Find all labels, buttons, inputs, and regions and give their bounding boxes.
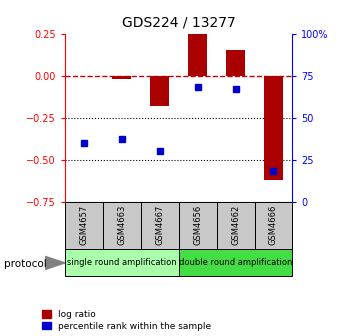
Bar [264, 76, 283, 180]
Text: GSM4667: GSM4667 [155, 205, 164, 245]
Bar [179, 202, 217, 249]
Bar [226, 50, 245, 76]
Text: GSM4662: GSM4662 [231, 205, 240, 245]
Bar [65, 249, 179, 276]
Text: GSM4663: GSM4663 [117, 205, 126, 245]
Bar [188, 34, 207, 76]
Text: GSM4656: GSM4656 [193, 205, 202, 245]
Bar [217, 202, 255, 249]
Text: GSM4666: GSM4666 [269, 205, 278, 245]
Bar [103, 202, 141, 249]
Text: GSM4657: GSM4657 [79, 205, 88, 245]
Title: GDS224 / 13277: GDS224 / 13277 [122, 16, 236, 30]
Bar [112, 76, 131, 79]
Legend: log ratio, percentile rank within the sample: log ratio, percentile rank within the sa… [41, 309, 212, 332]
Bar [255, 202, 292, 249]
Text: single round amplification: single round amplification [67, 258, 177, 266]
Text: double round amplification: double round amplification [179, 258, 292, 266]
Bar [141, 202, 179, 249]
Text: protocol: protocol [4, 259, 46, 269]
Bar [150, 76, 169, 106]
Bar [65, 202, 103, 249]
Bar [179, 249, 292, 276]
Polygon shape [45, 256, 65, 269]
